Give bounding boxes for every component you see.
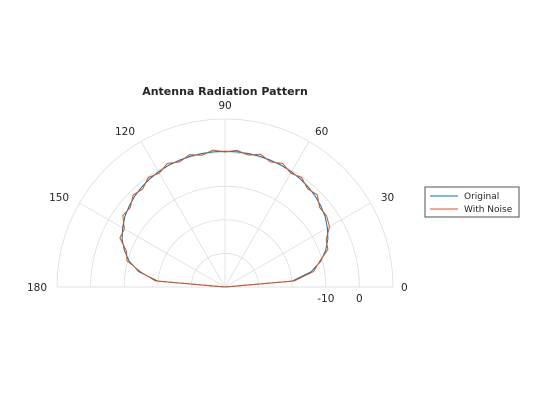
theta-tick-label: 60 (315, 126, 328, 138)
theta-tick-label: 150 (49, 192, 69, 204)
chart-title: Antenna Radiation Pattern (142, 85, 308, 98)
polar-grid (56, 118, 394, 288)
legend-label-with-noise: With Noise (464, 205, 513, 215)
grid-spoke (79, 202, 226, 288)
legend-label-original: Original (464, 192, 499, 202)
grid-spoke (224, 202, 371, 288)
theta-tick-label: 180 (27, 282, 47, 294)
tick-labels: 0 30 60 90 120 150 180 -10 0 (27, 100, 408, 305)
series-line-with-noise (119, 149, 330, 288)
theta-tick-label: 0 (401, 282, 408, 294)
theta-tick-label: 90 (218, 100, 231, 112)
series-lines (119, 149, 330, 288)
r-tick-label: 0 (356, 293, 363, 305)
theta-tick-label: 30 (381, 192, 394, 204)
grid-spoke (140, 141, 226, 288)
grid-spoke (224, 141, 310, 288)
legend[interactable]: Original With Noise (424, 186, 520, 218)
theta-tick-label: 120 (115, 126, 135, 138)
series-line-original (121, 150, 329, 288)
r-tick-label: -10 (317, 293, 334, 305)
legend-box (424, 186, 520, 218)
